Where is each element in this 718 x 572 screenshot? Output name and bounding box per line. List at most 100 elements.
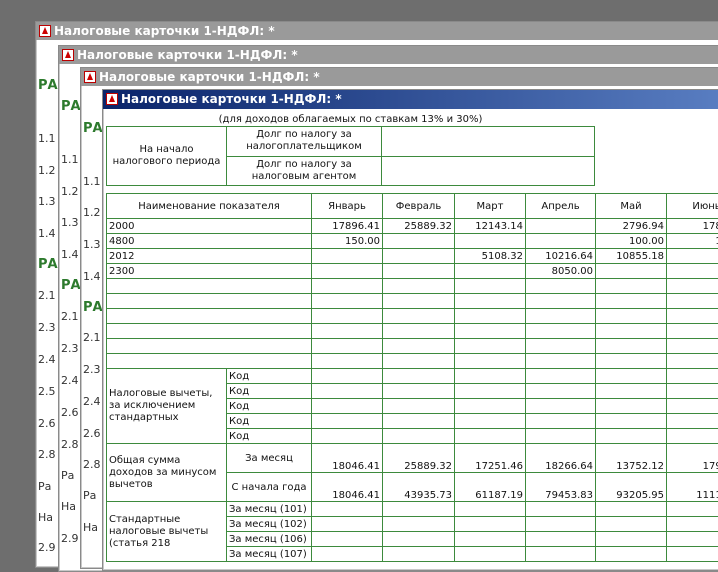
income-value-cell[interactable]	[667, 339, 718, 354]
income-value-cell[interactable]	[596, 324, 667, 339]
std-deduction-cell[interactable]	[526, 532, 596, 547]
deduction-cell[interactable]	[526, 429, 596, 444]
income-code[interactable]	[107, 339, 312, 354]
income-value-cell[interactable]	[383, 279, 455, 294]
income-value-cell[interactable]	[383, 249, 455, 264]
std-deduction-cell[interactable]	[312, 532, 383, 547]
income-value-cell[interactable]	[383, 294, 455, 309]
income-value-cell[interactable]	[455, 279, 526, 294]
income-value-cell[interactable]	[312, 354, 383, 369]
deduction-cell[interactable]	[526, 414, 596, 429]
deduction-cell[interactable]	[596, 399, 667, 414]
deduction-cell[interactable]	[667, 414, 718, 429]
deduction-cell[interactable]	[526, 369, 596, 384]
income-value-cell[interactable]: 10216.64	[526, 249, 596, 264]
deduction-cell[interactable]	[312, 414, 383, 429]
income-value-cell[interactable]	[667, 279, 718, 294]
income-value-cell[interactable]: 2796.94	[596, 219, 667, 234]
std-deduction-cell[interactable]	[383, 517, 455, 532]
income-code[interactable]: 2012	[107, 249, 312, 264]
deduction-cell[interactable]	[383, 414, 455, 429]
income-value-cell[interactable]	[455, 309, 526, 324]
std-deduction-cell[interactable]	[596, 547, 667, 562]
front-window-titlebar[interactable]: Налоговые карточки 1-НДФЛ: *	[103, 90, 718, 109]
deduction-cell[interactable]	[455, 384, 526, 399]
income-code[interactable]	[107, 324, 312, 339]
std-deduction-cell[interactable]	[455, 517, 526, 532]
income-value-cell[interactable]	[596, 279, 667, 294]
std-deduction-cell[interactable]	[383, 547, 455, 562]
net-month-mar[interactable]: 17251.46	[455, 444, 526, 473]
std-deduction-cell[interactable]	[667, 547, 718, 562]
income-value-cell[interactable]	[312, 249, 383, 264]
income-code[interactable]: 2000	[107, 219, 312, 234]
income-value-cell[interactable]: 12143.14	[455, 219, 526, 234]
income-value-cell[interactable]: 17814.6	[667, 219, 718, 234]
net-month-may[interactable]: 13752.12	[596, 444, 667, 473]
net-cum-mar[interactable]: 61187.19	[455, 473, 526, 502]
front-window[interactable]: Налоговые карточки 1-НДФЛ: * (для доходо…	[102, 89, 718, 571]
deduction-cell[interactable]	[312, 399, 383, 414]
income-value-cell[interactable]	[667, 294, 718, 309]
income-value-cell[interactable]	[667, 249, 718, 264]
income-value-cell[interactable]: 25889.32	[383, 219, 455, 234]
std-deduction-cell[interactable]	[383, 502, 455, 517]
income-value-cell[interactable]	[383, 309, 455, 324]
deduction-cell[interactable]	[455, 399, 526, 414]
income-value-cell[interactable]	[526, 309, 596, 324]
income-value-cell[interactable]	[667, 354, 718, 369]
income-value-cell[interactable]	[596, 354, 667, 369]
income-value-cell[interactable]	[526, 219, 596, 234]
income-value-cell[interactable]	[526, 279, 596, 294]
income-value-cell[interactable]	[455, 354, 526, 369]
deduction-cell[interactable]	[383, 369, 455, 384]
income-value-cell[interactable]: 17896.41	[312, 219, 383, 234]
income-value-cell[interactable]	[455, 294, 526, 309]
income-value-cell[interactable]	[383, 354, 455, 369]
income-value-cell[interactable]	[312, 309, 383, 324]
income-code[interactable]	[107, 354, 312, 369]
std-deduction-cell[interactable]	[526, 517, 596, 532]
std-deduction-cell[interactable]	[455, 532, 526, 547]
net-month-apr[interactable]: 18266.64	[526, 444, 596, 473]
income-value-cell[interactable]	[526, 324, 596, 339]
income-value-cell[interactable]	[455, 339, 526, 354]
income-value-cell[interactable]	[383, 324, 455, 339]
income-code[interactable]: 4800	[107, 234, 312, 249]
net-month-feb[interactable]: 25889.32	[383, 444, 455, 473]
income-value-cell[interactable]	[383, 264, 455, 279]
std-deduction-cell[interactable]	[526, 502, 596, 517]
deduction-cell[interactable]	[596, 384, 667, 399]
income-code[interactable]	[107, 279, 312, 294]
income-value-cell[interactable]	[455, 264, 526, 279]
deduction-cell[interactable]	[667, 399, 718, 414]
std-deduction-cell[interactable]	[312, 502, 383, 517]
std-deduction-cell[interactable]	[667, 502, 718, 517]
net-month-jun[interactable]: 17964.6	[667, 444, 718, 473]
deduction-cell[interactable]	[383, 429, 455, 444]
deduction-cell[interactable]	[667, 429, 718, 444]
std-deduction-cell[interactable]	[455, 502, 526, 517]
std-deduction-cell[interactable]	[455, 547, 526, 562]
income-code[interactable]	[107, 294, 312, 309]
income-value-cell[interactable]	[383, 234, 455, 249]
deduction-cell[interactable]	[383, 384, 455, 399]
income-value-cell[interactable]	[526, 354, 596, 369]
income-value-cell[interactable]	[596, 339, 667, 354]
std-deduction-cell[interactable]	[312, 517, 383, 532]
income-value-cell[interactable]: 10855.18	[596, 249, 667, 264]
income-value-cell[interactable]: 8050.00	[526, 264, 596, 279]
std-deduction-cell[interactable]	[667, 517, 718, 532]
deduction-cell[interactable]	[455, 369, 526, 384]
income-value-cell[interactable]	[596, 264, 667, 279]
std-deduction-cell[interactable]	[312, 547, 383, 562]
back-window-1-titlebar[interactable]: Налоговые карточки 1-НДФЛ: *	[36, 22, 718, 40]
deduction-cell[interactable]	[312, 384, 383, 399]
deduction-cell[interactable]	[383, 399, 455, 414]
deduction-cell[interactable]	[596, 369, 667, 384]
income-value-cell[interactable]	[312, 324, 383, 339]
net-cum-feb[interactable]: 43935.73	[383, 473, 455, 502]
income-value-cell[interactable]	[526, 339, 596, 354]
deduction-cell[interactable]	[455, 414, 526, 429]
std-deduction-cell[interactable]	[383, 532, 455, 547]
